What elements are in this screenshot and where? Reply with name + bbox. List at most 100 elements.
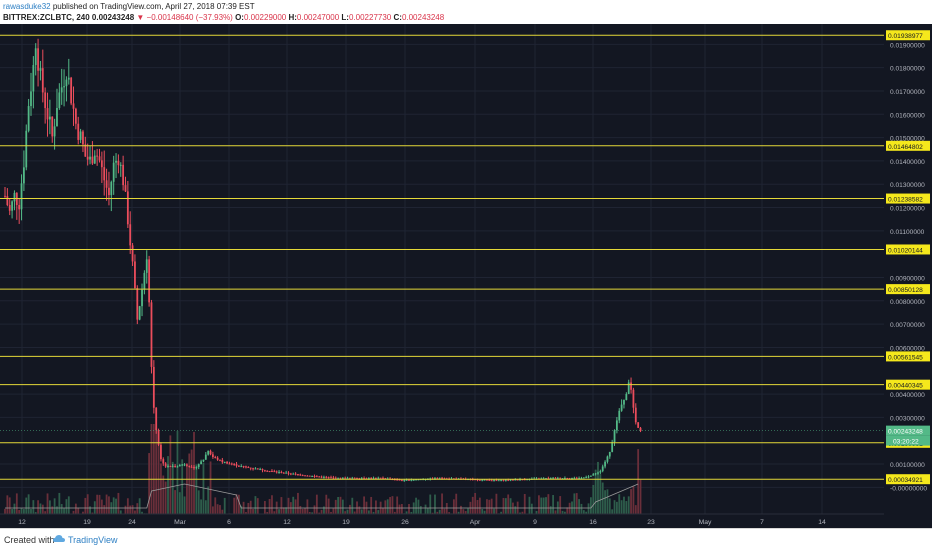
volume-bar xyxy=(9,497,11,514)
candle-body xyxy=(255,468,257,469)
price-chart[interactable]: 0.019000000.018000000.017000000.01600000… xyxy=(0,24,932,528)
volume-bar xyxy=(340,497,342,514)
candle-body xyxy=(496,480,498,481)
volume-bar xyxy=(607,489,609,514)
volume-bar xyxy=(210,461,212,514)
volume-bar xyxy=(148,453,150,514)
candle-body xyxy=(212,454,214,457)
y-tick-label: 0.00700000 xyxy=(890,322,925,329)
candle-body xyxy=(127,191,129,224)
candle-body xyxy=(328,477,330,478)
volume-bar xyxy=(75,504,77,514)
publish-info: rawasduke32 published on TradingView.com… xyxy=(3,1,255,12)
volume-bar xyxy=(415,498,417,514)
volume-bar xyxy=(545,497,547,514)
candle-body xyxy=(106,180,108,187)
volume-bar xyxy=(66,499,68,514)
candle-body xyxy=(493,480,495,481)
volume-bar xyxy=(640,480,642,514)
candle-body xyxy=(80,131,82,139)
level-label: 0.01020144 xyxy=(888,247,923,254)
open-value: 0.00229000 xyxy=(244,13,286,22)
volume-bar xyxy=(408,504,410,514)
tradingview-link[interactable]: TradingView xyxy=(68,535,118,545)
y-tick-label: 0.00300000 xyxy=(890,415,925,422)
candle-body xyxy=(276,471,278,472)
volume-bar xyxy=(252,509,254,514)
volume-bar xyxy=(630,489,632,514)
candle-body xyxy=(240,466,242,467)
candle-body xyxy=(195,467,197,468)
volume-bar xyxy=(477,500,479,514)
candle-body xyxy=(37,48,39,70)
candle-body xyxy=(40,68,42,71)
candle-body xyxy=(314,476,316,477)
volume-bar xyxy=(49,500,51,514)
volume-bar xyxy=(6,495,8,514)
candle-body xyxy=(110,182,112,195)
volume-bar xyxy=(592,485,594,514)
candle-body xyxy=(335,478,337,479)
volume-bar xyxy=(151,424,153,514)
volume-bar xyxy=(292,497,294,514)
price-change: ▼ −0.00148640 (−37.93%) xyxy=(136,13,232,22)
candle-body xyxy=(344,478,346,479)
candle-body xyxy=(103,167,105,180)
volume-bar xyxy=(198,490,200,514)
level-label: 0.00034921 xyxy=(888,477,923,484)
volume-bar xyxy=(23,509,25,514)
x-tick-label: Apr xyxy=(470,519,481,526)
symbol-info: BITTREX:ZCLBTC, 240 0.00243248 ▼ −0.0014… xyxy=(3,12,444,23)
y-tick-label: 0.01800000 xyxy=(890,66,925,73)
x-tick-label: 9 xyxy=(533,519,537,526)
volume-bar xyxy=(307,499,309,514)
candle-body xyxy=(599,471,601,473)
volume-bar xyxy=(47,493,49,514)
volume-bar xyxy=(599,474,601,514)
candle-body xyxy=(354,478,356,479)
symbol-label[interactable]: BITTREX:ZCLBTC, 240 xyxy=(3,13,90,22)
volume-bar xyxy=(429,495,431,514)
volume-bar xyxy=(434,495,436,514)
candle-body xyxy=(132,245,134,261)
volume-bar xyxy=(597,462,599,514)
candle-body xyxy=(125,185,127,191)
volume-bar xyxy=(61,504,63,514)
candle-body xyxy=(35,48,37,65)
volume-bar xyxy=(165,482,167,514)
candle-body xyxy=(191,467,193,468)
volume-bar xyxy=(219,505,221,514)
candle-body xyxy=(141,290,143,306)
volume-bar xyxy=(602,483,604,514)
volume-bar xyxy=(255,496,257,514)
volume-bar xyxy=(618,494,620,514)
y-tick-label: 0.00100000 xyxy=(890,462,925,469)
volume-bar xyxy=(399,505,401,514)
volume-bar xyxy=(392,496,394,514)
volume-bar xyxy=(195,464,197,514)
candle-body xyxy=(585,477,587,478)
x-tick-label: 7 xyxy=(760,519,764,526)
countdown-label: 03:20:22 xyxy=(893,439,919,446)
candle-body xyxy=(30,91,32,106)
candle-body xyxy=(113,163,115,182)
publisher-link[interactable]: rawasduke32 xyxy=(3,2,51,11)
volume-bar xyxy=(224,498,226,514)
candle-body xyxy=(188,466,190,467)
candle-body xyxy=(273,471,275,472)
candle-body xyxy=(4,196,6,197)
volume-bar xyxy=(42,505,44,514)
candle-body xyxy=(325,477,327,478)
volume-bar xyxy=(108,496,110,514)
volume-bar xyxy=(87,494,89,514)
candle-body xyxy=(285,473,287,474)
volume-bar xyxy=(425,505,427,514)
candle-body xyxy=(203,460,205,462)
volume-bar xyxy=(214,497,216,514)
volume-bar xyxy=(54,498,56,514)
candle-body xyxy=(198,464,200,467)
volume-bar xyxy=(604,490,606,514)
candle-body xyxy=(205,455,207,460)
volume-bar xyxy=(325,495,327,514)
candle-body xyxy=(399,480,401,481)
